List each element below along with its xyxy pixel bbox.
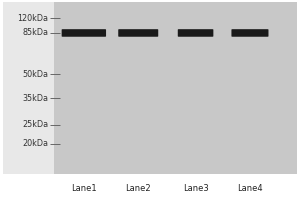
Text: 120kDa: 120kDa	[18, 14, 49, 23]
Text: Lane1: Lane1	[71, 184, 97, 193]
FancyBboxPatch shape	[231, 29, 268, 37]
Bar	[3, 2, 55, 174]
FancyBboxPatch shape	[62, 29, 106, 37]
Text: Lane2: Lane2	[125, 184, 151, 193]
Text: 85kDa: 85kDa	[22, 28, 49, 37]
Bar	[55, 2, 297, 174]
Text: Lane4: Lane4	[237, 184, 263, 193]
FancyBboxPatch shape	[178, 29, 213, 37]
Text: Lane3: Lane3	[183, 184, 208, 193]
Text: 20kDa: 20kDa	[22, 139, 49, 148]
Text: 25kDa: 25kDa	[22, 120, 49, 129]
FancyBboxPatch shape	[118, 29, 158, 37]
Text: 50kDa: 50kDa	[22, 70, 49, 79]
Text: 35kDa: 35kDa	[22, 94, 49, 103]
